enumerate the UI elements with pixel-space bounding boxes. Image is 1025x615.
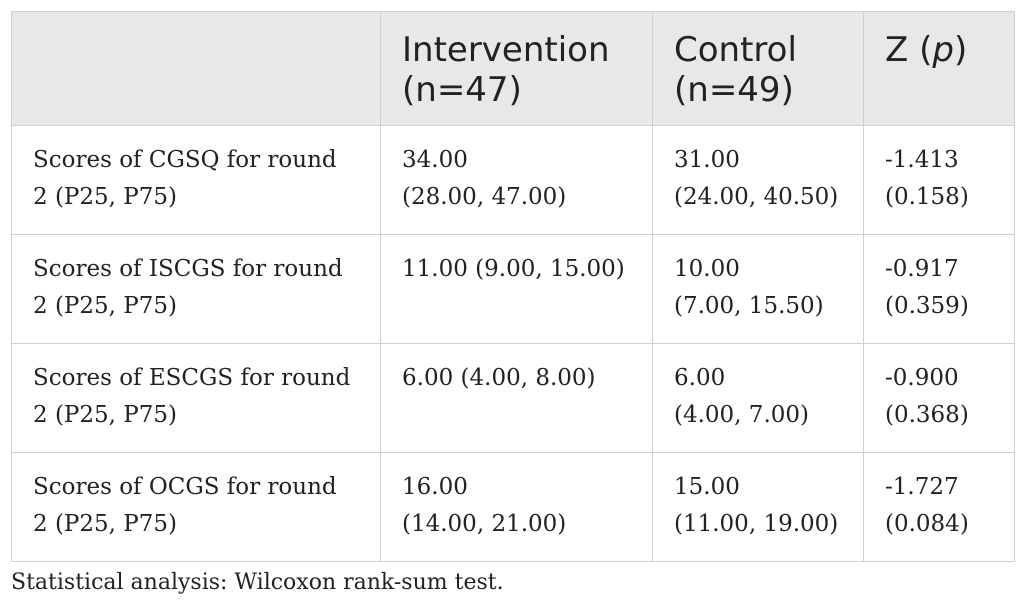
p-value: (0.359): [885, 293, 969, 319]
header-z-prefix: Z (: [885, 30, 933, 70]
header-z-p: Z (p): [863, 11, 1015, 126]
p-value: (0.368): [885, 402, 969, 428]
z-cell: -0.900 (0.368): [863, 343, 1015, 453]
control-median: 15.00: [674, 474, 740, 500]
row-label: Scores of ISCGS for round 2 (P25, P75): [11, 234, 381, 344]
control-iqr: (4.00, 7.00): [674, 402, 809, 428]
row-label-line: Scores of ISCGS for round: [33, 256, 343, 282]
table-header-row: Intervention (n=47) Control (n=49) Z (p): [11, 11, 1015, 126]
intervention-cell: 34.00 (28.00, 47.00): [380, 125, 653, 235]
header-empty-cell: [11, 11, 381, 126]
header-control-label: Control: [674, 30, 797, 70]
intervention-cell: 6.00 (4.00, 8.00): [380, 343, 653, 453]
control-cell: 10.00 (7.00, 15.50): [652, 234, 864, 344]
row-label-line: 2 (P25, P75): [33, 293, 177, 319]
z-value: -1.727: [885, 474, 959, 500]
row-label-line: 2 (P25, P75): [33, 402, 177, 428]
control-iqr: (11.00, 19.00): [674, 511, 839, 537]
control-iqr: (24.00, 40.50): [674, 184, 839, 210]
row-label: Scores of ESCGS for round 2 (P25, P75): [11, 343, 381, 453]
p-value: (0.158): [885, 184, 969, 210]
table-row: Scores of ISCGS for round 2 (P25, P75) 1…: [11, 234, 1015, 344]
z-cell: -0.917 (0.359): [863, 234, 1015, 344]
header-z-suffix: ): [953, 30, 968, 70]
control-median: 31.00: [674, 147, 740, 173]
header-intervention: Intervention (n=47): [380, 11, 653, 126]
row-label-line: Scores of CGSQ for round: [33, 147, 337, 173]
header-control-n: (n=49): [674, 70, 794, 110]
header-intervention-label: Intervention: [402, 30, 610, 70]
control-cell: 6.00 (4.00, 7.00): [652, 343, 864, 453]
intervention-iqr: (14.00, 21.00): [402, 511, 567, 537]
control-cell: 31.00 (24.00, 40.50): [652, 125, 864, 235]
control-median: 10.00: [674, 256, 740, 282]
row-label-line: Scores of OCGS for round: [33, 474, 337, 500]
header-z-p-italic: p: [932, 30, 954, 70]
intervention-median: 6.00 (4.00, 8.00): [402, 365, 596, 391]
intervention-median: 34.00: [402, 147, 468, 173]
table-footnote: Statistical analysis: Wilcoxon rank-sum …: [11, 570, 504, 595]
row-label-line: 2 (P25, P75): [33, 184, 177, 210]
z-value: -0.917: [885, 256, 959, 282]
control-cell: 15.00 (11.00, 19.00): [652, 452, 864, 562]
table-row: Scores of ESCGS for round 2 (P25, P75) 6…: [11, 343, 1015, 453]
row-label-line: Scores of ESCGS for round: [33, 365, 351, 391]
table-row: Scores of CGSQ for round 2 (P25, P75) 34…: [11, 125, 1015, 235]
intervention-median: 16.00: [402, 474, 468, 500]
row-label-line: 2 (P25, P75): [33, 511, 177, 537]
z-value: -0.900: [885, 365, 959, 391]
z-cell: -1.727 (0.084): [863, 452, 1015, 562]
results-table: Intervention (n=47) Control (n=49) Z (p)…: [11, 11, 1015, 562]
intervention-median: 11.00 (9.00, 15.00): [402, 256, 625, 282]
header-intervention-n: (n=47): [402, 70, 522, 110]
row-label: Scores of OCGS for round 2 (P25, P75): [11, 452, 381, 562]
intervention-cell: 16.00 (14.00, 21.00): [380, 452, 653, 562]
intervention-cell: 11.00 (9.00, 15.00): [380, 234, 653, 344]
z-value: -1.413: [885, 147, 959, 173]
table-row: Scores of OCGS for round 2 (P25, P75) 16…: [11, 452, 1015, 562]
p-value: (0.084): [885, 511, 969, 537]
row-label: Scores of CGSQ for round 2 (P25, P75): [11, 125, 381, 235]
header-control: Control (n=49): [652, 11, 864, 126]
control-median: 6.00: [674, 365, 726, 391]
z-cell: -1.413 (0.158): [863, 125, 1015, 235]
intervention-iqr: (28.00, 47.00): [402, 184, 567, 210]
control-iqr: (7.00, 15.50): [674, 293, 824, 319]
